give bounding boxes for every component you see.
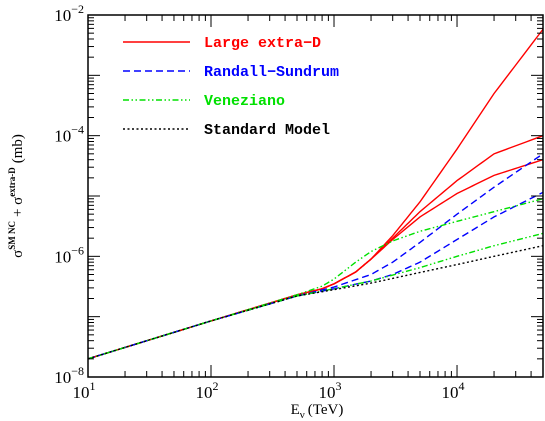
legend-label-1: Large extra−D: [204, 35, 321, 52]
tick-labels-layer: 101 102 103 104 10−8 10−6 10−4 10−2: [54, 2, 464, 402]
series-line-3: [88, 159, 543, 360]
legend-label-3: Veneziano: [204, 93, 285, 110]
x-tick-label: 104: [442, 379, 465, 402]
ticks-layer: [87, 14, 544, 378]
series-line-6: [88, 198, 543, 360]
series-line-4: [88, 153, 543, 360]
y-tick-label: 10−8: [54, 364, 84, 387]
series-line-2: [88, 135, 543, 360]
y-tick-label: 10−2: [54, 2, 84, 25]
legend-label-4: Standard Model: [204, 122, 330, 139]
series-line-7: [88, 232, 543, 360]
series-layer: [88, 28, 543, 360]
legend: Large extra−D Randall−Sundrum Veneziano Sta…: [123, 35, 339, 139]
x-tick-label: 103: [319, 379, 342, 402]
y-tick-label: 10−4: [54, 123, 84, 146]
y-tick-label: 10−6: [54, 243, 84, 266]
x-tick-label: 102: [196, 379, 219, 402]
series-line-8: [88, 245, 543, 360]
legend-label-2: Randall−Sundrum: [204, 64, 339, 81]
x-axis-label: Eν (TeV): [291, 402, 344, 421]
series-line-5: [88, 191, 543, 360]
x-tick-label: 101: [73, 379, 96, 402]
y-axis-label: σSM NC+ σextra-D(mb): [7, 134, 26, 258]
